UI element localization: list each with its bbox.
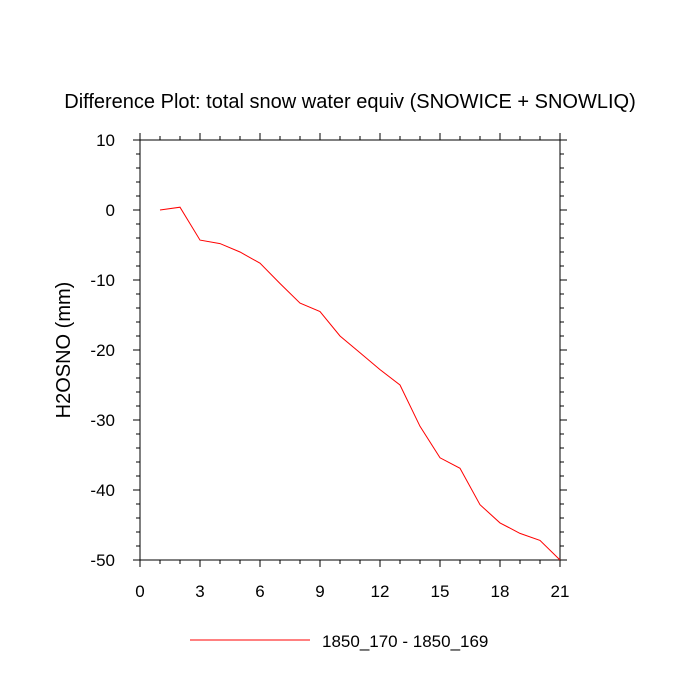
legend: 1850_170 - 1850_169 xyxy=(190,632,488,651)
series-line xyxy=(159,206,561,561)
x-tick-label: 15 xyxy=(431,582,450,601)
y-tick-label: -40 xyxy=(90,481,115,500)
y-tick-label: -20 xyxy=(90,341,115,360)
y-tick-label: -30 xyxy=(90,411,115,430)
plot-frame xyxy=(139,139,561,561)
x-tick-label: 18 xyxy=(491,582,510,601)
x-tick-label: 12 xyxy=(371,582,390,601)
chart-title: Difference Plot: total snow water equiv … xyxy=(64,91,635,113)
x-tick-label: 0 xyxy=(135,582,144,601)
y-tick-label: 10 xyxy=(96,131,115,150)
y-tick-label: -50 xyxy=(90,551,115,570)
x-tick-label: 9 xyxy=(315,582,324,601)
major-ticks xyxy=(133,133,567,567)
y-tick-labels: 10 0 -10 -20 -30 -40 -50 xyxy=(90,131,115,570)
y-axis-label: H2OSNO (mm) xyxy=(53,282,75,419)
y-tick-label: 0 xyxy=(106,201,115,220)
x-tick-label: 6 xyxy=(255,582,264,601)
y-tick-label: -10 xyxy=(90,271,115,290)
x-tick-labels: 0 3 6 9 12 15 18 21 xyxy=(135,582,569,601)
x-tick-label: 3 xyxy=(195,582,204,601)
minor-ticks xyxy=(136,136,564,564)
legend-label: 1850_170 - 1850_169 xyxy=(322,632,488,651)
series-group xyxy=(159,206,561,561)
x-tick-label: 21 xyxy=(551,582,570,601)
